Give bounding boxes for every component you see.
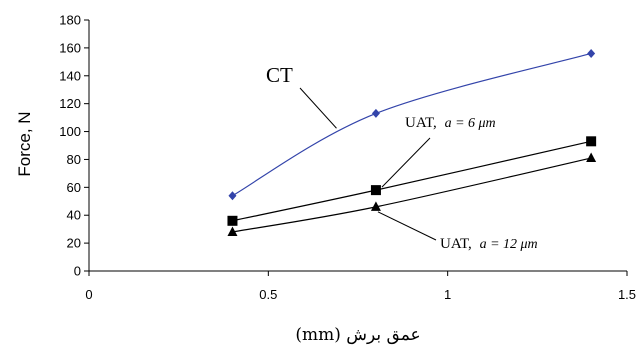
y-tick-label: 20 [67, 236, 81, 251]
y-tick-label: 140 [59, 68, 81, 83]
y-tick-label: 120 [59, 96, 81, 111]
data-point-triangle [227, 226, 238, 236]
data-point-square [586, 136, 597, 147]
series-layer [227, 48, 597, 236]
data-point-diamond [228, 191, 237, 201]
x-tick-label: 0 [85, 287, 92, 302]
x-tick-label: 0.5 [259, 287, 277, 302]
annotation-uat-6-param: a = 6 μm [445, 116, 496, 131]
data-point-triangle [370, 201, 381, 211]
annotation-uat-6: UAT, a = 6 μm [405, 115, 496, 131]
leader-line-ct [299, 87, 337, 129]
y-tick-label: 160 [59, 40, 81, 55]
annotation-uat-12-prefix: UAT, [440, 236, 472, 252]
annotation-ct: CT [266, 63, 293, 87]
y-axis-ticks: 0 20 40 60 80 100 120 140 160 180 [59, 13, 89, 279]
series-line-3 [232, 157, 592, 233]
x-tick-label: 1 [444, 287, 451, 302]
data-point-square [227, 215, 238, 226]
series-line-2 [232, 140, 592, 222]
data-point-square [370, 185, 381, 196]
y-tick-label: 100 [59, 124, 81, 139]
y-tick-label: 80 [67, 152, 81, 167]
leader-line-uat-12 [377, 211, 437, 241]
y-tick-label: 40 [67, 208, 81, 223]
y-tick-label: 60 [67, 180, 81, 195]
annotation-uat-12-param: a = 12 μm [480, 237, 538, 252]
data-point-triangle [586, 152, 597, 163]
x-axis-ticks: 0 0.5 1 1.5 [85, 271, 636, 302]
x-axis-title: عمق برش (mm) [295, 325, 420, 345]
annotation-leaders [299, 87, 437, 241]
annotation-uat-12: UAT, a = 12 μm [440, 236, 538, 252]
annotation-uat-6-prefix: UAT, [405, 115, 437, 131]
leader-line-uat-6 [381, 137, 431, 188]
data-point-diamond [371, 108, 380, 118]
y-tick-label: 0 [74, 264, 81, 279]
y-tick-label: 180 [59, 13, 81, 28]
data-point-diamond [587, 48, 596, 58]
x-tick-label: 1.5 [618, 287, 636, 302]
y-axis-title: Force, N [15, 111, 34, 176]
